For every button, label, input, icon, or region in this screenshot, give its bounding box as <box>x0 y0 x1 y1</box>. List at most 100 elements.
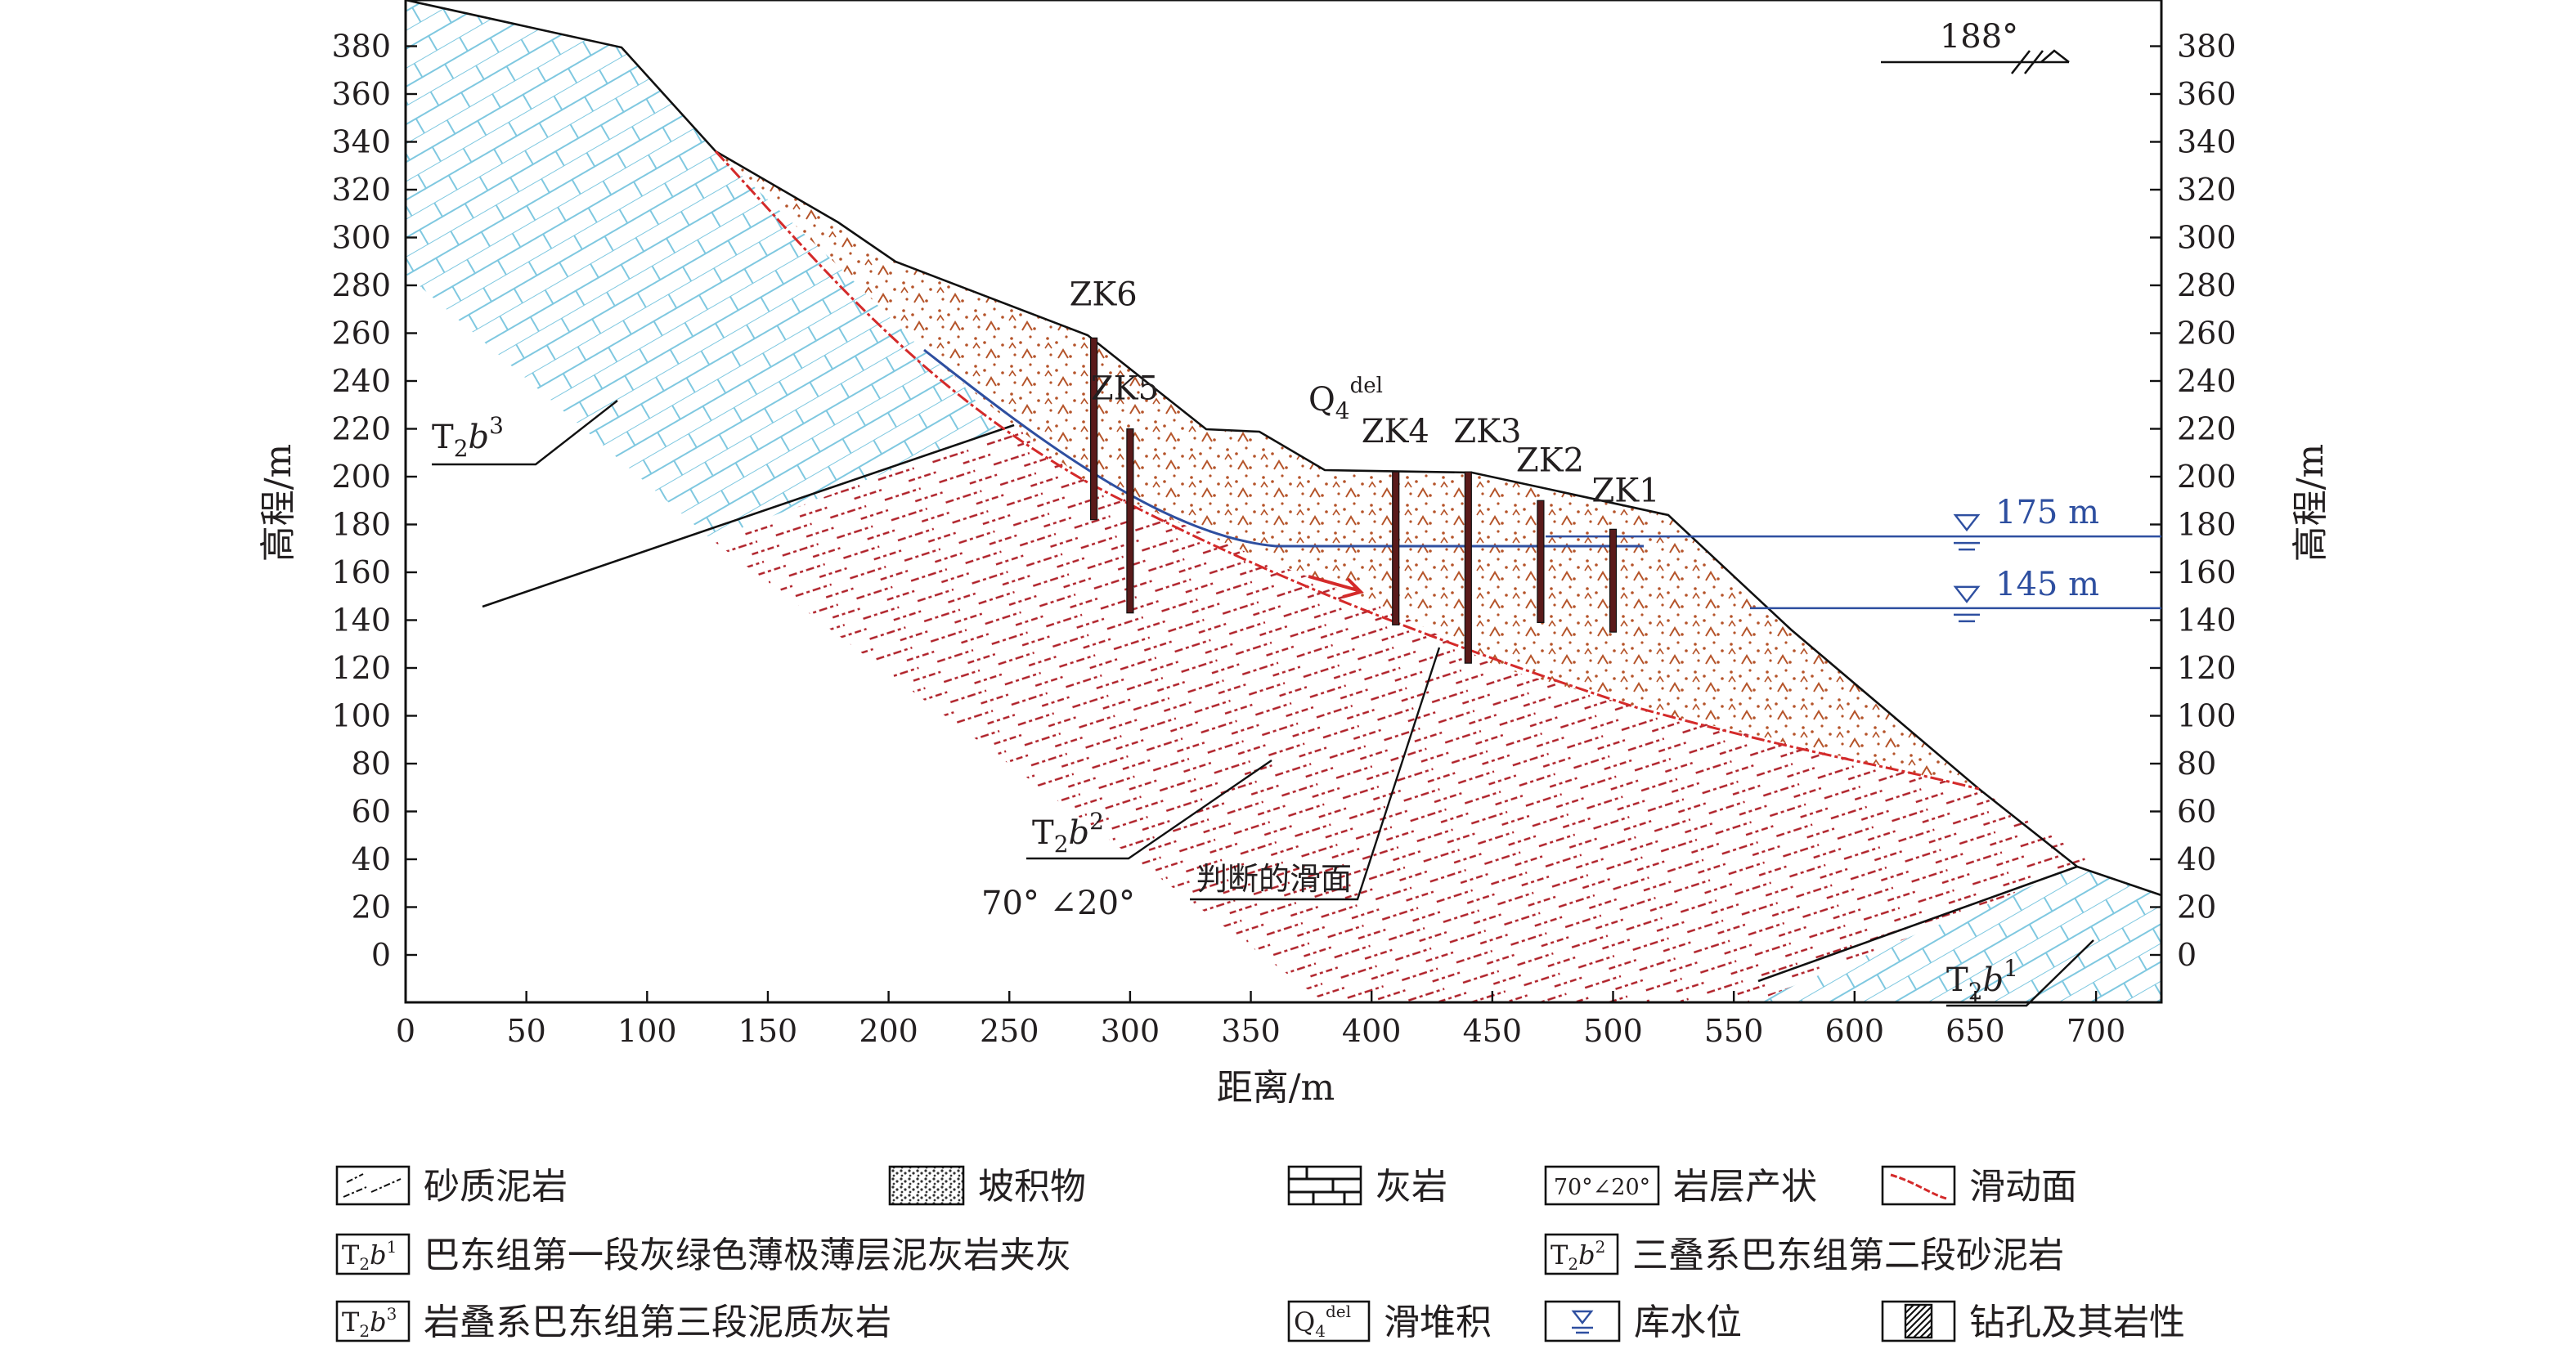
y-tick-label-left: 40 <box>352 841 391 877</box>
y-tick-label-right: 240 <box>2177 363 2237 399</box>
y-tick-label-right: 380 <box>2177 29 2237 65</box>
stratum-t2b3-fill <box>406 0 998 540</box>
plot-area <box>404 0 2163 1004</box>
y-tick-label-left: 280 <box>331 267 391 303</box>
y-tick-label-left: 0 <box>371 937 391 973</box>
svg-text:T2b3: T2b3 <box>342 1304 397 1341</box>
stratum-t2b1-fill <box>1754 867 2161 1002</box>
x-tick-label: 550 <box>1704 1013 1764 1049</box>
slip-surface <box>714 150 1980 791</box>
svg-text:滑动面: 滑动面 <box>1969 1166 2077 1208</box>
axes: 0 50 100 150 200 250 300 350 400 450 500 550 600 650 7… <box>331 29 2236 1050</box>
y-tick-label-right: 180 <box>2177 507 2237 543</box>
svg-text:Q4del: Q4del <box>1294 1302 1351 1341</box>
svg-text:巴东组第一段灰绿色薄极薄层泥灰岩夹灰: 巴东组第一段灰绿色薄极薄层泥灰岩夹灰 <box>424 1235 1071 1276</box>
svg-text:库水位: 库水位 <box>1634 1302 1742 1343</box>
y-tick-label-left: 200 <box>331 459 391 495</box>
y-tick-label-right: 140 <box>2177 603 2237 639</box>
borehole-label: ZK4 <box>1362 413 1429 450</box>
plot-frame <box>404 0 2163 1004</box>
slip-surface-annotation: 判断的滑面 <box>1190 647 1441 901</box>
legend-t2b2: T2b2 三叠系巴东组第二段砂泥岩 <box>1544 1233 2064 1276</box>
x-tick-label: 0 <box>396 1013 415 1049</box>
water-levels: 175 m 145 m <box>1546 494 2161 623</box>
y-tick-label-left: 60 <box>352 794 391 830</box>
svg-text:T2b2: T2b2 <box>1551 1237 1605 1274</box>
svg-text:T2b3: T2b3 <box>432 412 504 462</box>
svg-text:灰岩: 灰岩 <box>1376 1166 1447 1208</box>
borehole-label: ZK1 <box>1592 472 1660 509</box>
borehole-zk6 <box>1090 337 1098 521</box>
y-tick-label-left: 140 <box>331 603 391 639</box>
x-tick-label: 100 <box>617 1013 677 1049</box>
x-tick-label: 650 <box>1945 1013 2005 1049</box>
y-tick-label-right: 300 <box>2177 220 2237 256</box>
svg-text:判断的滑面: 判断的滑面 <box>1196 861 1352 897</box>
svg-text:三叠系巴东组第二段砂泥岩: 三叠系巴东组第二段砂泥岩 <box>1632 1235 2064 1276</box>
x-tick-label: 200 <box>859 1013 918 1049</box>
attitude-label: 70° ∠20° <box>981 885 1135 922</box>
y-tick-label-left: 120 <box>331 650 391 686</box>
legend-limestone: 灰岩 <box>1287 1165 1447 1208</box>
groundwater-line <box>923 348 1644 548</box>
legend: 砂质泥岩 坡积物 灰岩 70°∠20° 岩层产状 滑动面 T2b1 巴东组 <box>335 1165 2185 1343</box>
colluvium-q4-fill <box>716 151 1979 789</box>
borehole-zk4 <box>1392 471 1400 625</box>
x-tick-label: 600 <box>1825 1013 1885 1049</box>
label-q4del: Q4del <box>1308 374 1383 424</box>
x-tick-label: 400 <box>1342 1013 1402 1049</box>
y-tick-label-left: 20 <box>352 890 391 925</box>
legend-colluvium: 坡积物 <box>888 1165 1086 1208</box>
y-tick-label-right: 0 <box>2177 937 2197 973</box>
y-tick-label-right: 100 <box>2177 698 2237 734</box>
label-t2b1: T2b1 <box>1946 939 2094 1007</box>
slip-direction-arrow <box>1308 575 1364 598</box>
legend-slip-surface: 滑动面 <box>1881 1165 2077 1208</box>
y-tick-label-right: 340 <box>2177 124 2237 160</box>
y-tick-label-left: 180 <box>331 507 391 543</box>
y-tick-label-left: 240 <box>331 363 391 399</box>
stratum-t2b2-fill <box>711 425 2094 1002</box>
legend-attitude: 70°∠20° 岩层产状 <box>1544 1165 1817 1208</box>
y-tick-label-left: 360 <box>331 76 391 112</box>
borehole-zk3 <box>1464 471 1472 664</box>
x-tick-label: 250 <box>980 1013 1039 1049</box>
y-tick-label-left: 80 <box>352 746 391 782</box>
y-tick-label-right: 20 <box>2177 890 2216 925</box>
legend-q4del: Q4del 滑堆积 <box>1287 1300 1492 1343</box>
orientation-mark: 188° <box>1881 18 2070 74</box>
y-tick-label-right: 260 <box>2177 316 2237 352</box>
svg-text:滑堆积: 滑堆积 <box>1384 1302 1492 1343</box>
svg-text:砂质泥岩: 砂质泥岩 <box>424 1166 568 1208</box>
borehole-label: ZK6 <box>1070 276 1138 313</box>
water-level-symbol-base <box>1954 613 1980 623</box>
legend-water-level: 库水位 <box>1544 1300 1742 1343</box>
svg-text:岩叠系巴东组第三段泥质灰岩: 岩叠系巴东组第三段泥质灰岩 <box>424 1302 891 1343</box>
y-tick-label-left: 340 <box>331 124 391 160</box>
y-tick-label-right: 40 <box>2177 841 2216 877</box>
legend-t2b3: T2b3 岩叠系巴东组第三段泥质灰岩 <box>335 1300 891 1343</box>
y-tick-label-right: 120 <box>2177 650 2237 686</box>
y-tick-label-left: 100 <box>331 698 391 734</box>
y-tick-label-right: 320 <box>2177 172 2237 208</box>
label-t2b3: T2b3 <box>432 400 618 466</box>
y-axis-title-left: 高程/m <box>258 444 299 562</box>
svg-text:坡积物: 坡积物 <box>978 1166 1086 1208</box>
stratum-boundary-upper <box>482 424 1015 608</box>
legend-t2b1: T2b1 巴东组第一段灰绿色薄极薄层泥灰岩夹灰 <box>335 1233 1071 1276</box>
svg-text:T2b2: T2b2 <box>1032 808 1104 858</box>
water-level-symbol <box>1953 585 1981 603</box>
y-tick-label-left: 260 <box>331 316 391 352</box>
y-tick-label-right: 280 <box>2177 267 2237 303</box>
borehole-label: ZK5 <box>1091 370 1159 408</box>
y-tick-label-left: 160 <box>331 554 391 590</box>
y-tick-label-right: 160 <box>2177 554 2237 590</box>
borehole-zk1 <box>1609 528 1618 633</box>
x-tick-label: 500 <box>1583 1013 1643 1049</box>
borehole-zk2 <box>1537 500 1545 624</box>
x-tick-label: 300 <box>1101 1013 1160 1049</box>
orientation-label: 188° <box>1940 18 2018 56</box>
y-tick-label-right: 360 <box>2177 76 2237 112</box>
water-level-symbol-base <box>1954 541 1980 551</box>
svg-text:T2b1: T2b1 <box>1946 955 2018 1005</box>
